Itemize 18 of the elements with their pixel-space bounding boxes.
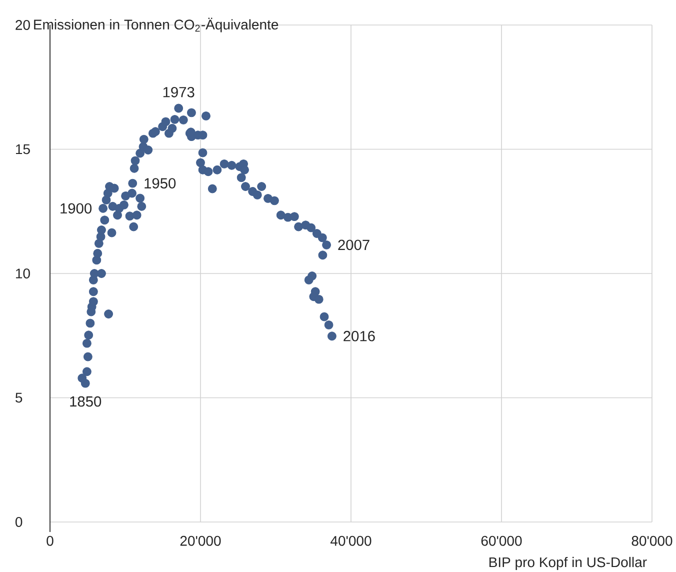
annotation: 1973 [163,86,194,98]
y-tick-label: 10 [16,268,30,278]
y-tick-label: 5 [16,392,22,403]
y-tick-label: 20 [16,20,30,30]
annotation: 2007 [338,240,370,250]
annotation: 1950 [144,178,176,188]
y-tick-label: 0 [15,517,22,527]
annotation: 2016 [344,330,375,342]
x-tick-label: 0 [46,536,54,546]
y-tick-label: 15 [16,144,30,154]
x-tick-label: 40'000 [330,536,372,546]
y-axis-title: Emissionen in Tonnen CO$_{2}$-Äquivalente [34,18,278,32]
annotation: 1900 [60,203,92,214]
x-axis-title: BIP pro Kopf in US-Dollar [489,556,647,570]
annotation: 1850 [70,396,102,407]
x-tick-label: 20'000 [180,536,221,546]
x-tick-label: 80'000 [632,536,672,546]
x-tick-label: 60'000 [481,536,522,546]
